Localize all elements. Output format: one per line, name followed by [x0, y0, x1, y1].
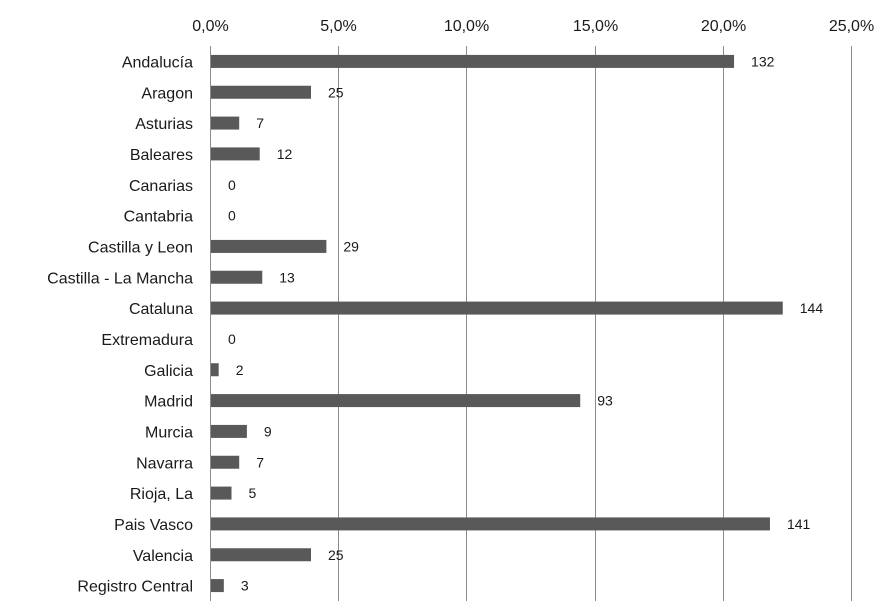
category-label: Castilla - La Mancha [47, 270, 193, 287]
category-labels: Andalucía Aragon Asturias Baleares Canarias C… [47, 54, 193, 595]
bar [211, 116, 240, 130]
data-label: 25 [328, 84, 344, 100]
x-tick-label: 5,0% [320, 18, 356, 35]
data-label: 0 [228, 331, 236, 347]
category-label: Navarra [136, 455, 193, 472]
category-label: Baleares [130, 147, 193, 164]
category-label: Registro Central [77, 579, 193, 596]
bar [211, 486, 232, 500]
category-label: Valencia [133, 548, 193, 565]
data-label: 25 [328, 547, 344, 563]
bar [211, 54, 735, 68]
x-tick-label: 10,0% [444, 18, 489, 35]
category-label: Galicia [144, 363, 193, 380]
data-label: 93 [597, 393, 613, 409]
data-label: 0 [228, 177, 236, 193]
category-label: Madrid [144, 394, 193, 411]
category-label: Canarias [129, 178, 193, 195]
bar [211, 455, 240, 469]
bar [211, 147, 260, 161]
bars [211, 54, 783, 593]
bar [211, 424, 247, 438]
bar [211, 517, 770, 531]
data-label: 0 [228, 208, 236, 224]
bar [211, 239, 327, 253]
category-label: Aragon [141, 85, 193, 102]
data-label: 3 [241, 578, 249, 594]
bar [211, 579, 224, 593]
data-label: 141 [787, 516, 811, 532]
data-label: 29 [343, 238, 359, 254]
data-label: 7 [256, 115, 264, 131]
category-label: Extremadura [101, 332, 193, 349]
category-label: Cantabria [124, 209, 193, 226]
data-label: 9 [264, 423, 272, 439]
bar [211, 85, 311, 99]
x-tick-label: 25,0% [829, 18, 874, 35]
bar [211, 363, 219, 377]
data-label: 144 [800, 300, 824, 316]
category-label: Castilla y Leon [88, 239, 193, 256]
data-label: 5 [249, 485, 257, 501]
x-axis-ticks: 0,0% 5,0% 10,0% 15,0% 20,0% 25,0% [192, 18, 874, 35]
data-label: 7 [256, 454, 264, 470]
x-tick-label: 20,0% [701, 18, 746, 35]
bar [211, 270, 263, 284]
data-label: 2 [236, 362, 244, 378]
x-tick-label: 15,0% [573, 18, 618, 35]
category-label: Cataluna [129, 301, 193, 318]
bar [211, 548, 311, 562]
category-label: Pais Vasco [114, 517, 193, 534]
bar [211, 394, 581, 408]
category-label: Asturias [135, 116, 193, 133]
gridlines [338, 46, 852, 601]
category-label: Rioja, La [130, 486, 193, 503]
bar [211, 301, 783, 315]
category-label: Andalucía [122, 54, 193, 71]
data-label: 132 [751, 53, 775, 69]
data-label: 12 [277, 146, 293, 162]
x-tick-label: 0,0% [192, 18, 228, 35]
data-label: 13 [279, 269, 295, 285]
category-label: Murcia [145, 424, 193, 441]
